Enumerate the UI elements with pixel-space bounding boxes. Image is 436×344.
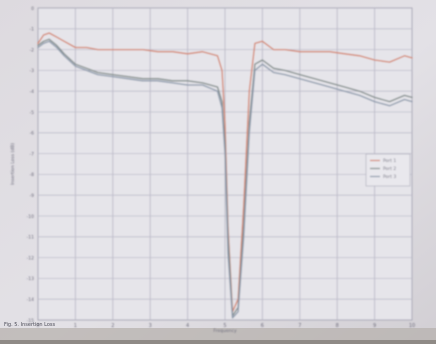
- figure-caption: Fig. 5. Insertion Loss: [4, 322, 56, 328]
- legend-label: Port 3: [383, 174, 396, 180]
- y-tick-label: 0: [31, 6, 34, 12]
- x-tick-label: 7: [298, 323, 301, 329]
- legend-box: [365, 153, 411, 187]
- y-axis-label: Insertion Loss (dB): [10, 143, 16, 185]
- x-tick-label: 2: [111, 323, 114, 329]
- series-line-3: [37, 40, 413, 319]
- y-tick-label: -3: [30, 68, 35, 74]
- legend-label: Port 2: [383, 166, 396, 172]
- x-tick-label: 3: [149, 323, 152, 329]
- y-tick-label: -8: [30, 172, 35, 178]
- x-tick-label: 10: [409, 323, 415, 329]
- legend-label: Port 1: [383, 158, 396, 164]
- paper-bottom-shadow: [0, 328, 436, 340]
- y-tick-label: -9: [30, 193, 35, 199]
- y-tick-label: -7: [30, 151, 35, 157]
- x-tick-label: 0: [36, 323, 39, 329]
- x-tick-label: 5: [223, 323, 226, 329]
- x-tick-label: 6: [261, 323, 264, 329]
- y-tick-label: -11: [27, 235, 34, 241]
- x-tick-label: 4: [186, 323, 189, 329]
- x-tick-label: 1: [74, 323, 77, 329]
- y-tick-label: -2: [30, 47, 35, 53]
- y-tick-label: -1: [30, 27, 35, 33]
- y-tick-label: -12: [27, 255, 34, 261]
- y-tick-label: -13: [27, 276, 34, 282]
- y-tick-label: -6: [30, 131, 35, 137]
- y-tick-label: -10: [27, 214, 34, 220]
- y-tick-label: -5: [30, 110, 35, 116]
- y-tick-label: -14: [27, 297, 34, 303]
- x-tick-label: 9: [373, 323, 376, 329]
- y-tick-label: -4: [30, 89, 35, 95]
- x-axis-label: Frequency: [213, 328, 237, 334]
- y-tick-label: -15: [27, 318, 34, 324]
- x-tick-label: 8: [336, 323, 339, 329]
